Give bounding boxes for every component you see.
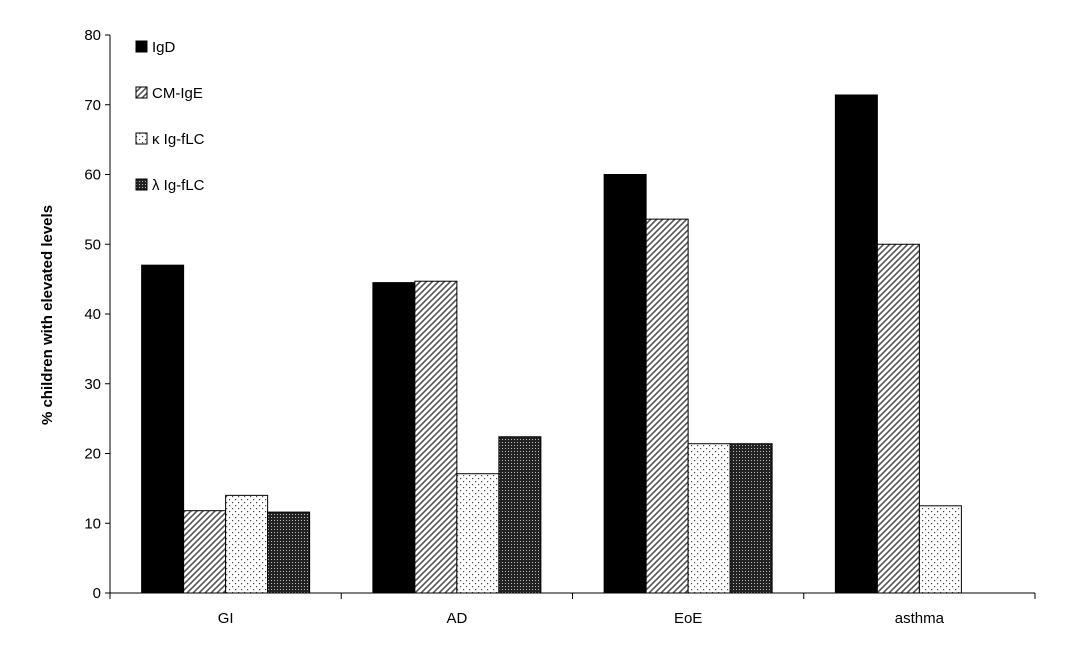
y-tick-label: 40 (84, 306, 101, 323)
y-tick-labels: 0 10 20 30 40 50 60 70 80 (84, 27, 101, 602)
bar-EoE-CM-IgE (645, 218, 689, 594)
legend-swatch (135, 40, 148, 53)
legend-swatch (135, 178, 148, 191)
bars (141, 94, 962, 594)
bar-asthma-CM-IgE (876, 243, 920, 594)
legend-label: λ Ig-fLC (152, 177, 205, 194)
legend-swatch (135, 86, 148, 99)
bar-GI-λ Ig-fLC (267, 511, 311, 594)
legend-swatch (135, 132, 148, 145)
bar-asthma-IgD (834, 94, 878, 594)
legend-label: CM-IgE (152, 85, 203, 102)
y-tick-label: 30 (84, 376, 101, 393)
bar-EoE-λ Ig-fLC (729, 443, 773, 594)
bar-AD-IgD (372, 282, 416, 594)
x-tick-label: EoE (674, 610, 702, 627)
bar-GI-IgD (141, 264, 185, 594)
x-tick-label: GI (218, 610, 234, 627)
x-tick-label: asthma (895, 610, 945, 627)
y-tick-label: 20 (84, 446, 101, 463)
legend-label: κ Ig-fLC (152, 131, 205, 148)
bar-AD-λ Ig-fLC (498, 436, 542, 594)
y-tick-label: 80 (84, 27, 101, 44)
y-tick-label: 60 (84, 167, 101, 184)
y-axis-label: % children with elevated levels (39, 205, 56, 425)
legend: IgD CM-IgE κ Ig-fLC λ Ig-fLC (135, 39, 205, 194)
bar-AD-CM-IgE (414, 280, 458, 594)
y-tick-label: 0 (93, 585, 101, 602)
bar-AD-κ Ig-fLC (456, 473, 500, 594)
bar-EoE-IgD (603, 174, 647, 594)
x-tick-labels: GI AD EoE asthma (218, 610, 945, 627)
y-tick-label: 50 (84, 236, 101, 253)
bar-GI-κ Ig-fLC (225, 494, 269, 594)
y-tick-label: 70 (84, 97, 101, 114)
bar-GI-CM-IgE (183, 510, 227, 594)
legend-label: IgD (152, 39, 176, 56)
bar-EoE-κ Ig-fLC (687, 443, 731, 594)
x-tick-label: AD (446, 610, 467, 627)
y-tick-label: 10 (84, 515, 101, 532)
bar-asthma-κ Ig-fLC (918, 505, 962, 594)
